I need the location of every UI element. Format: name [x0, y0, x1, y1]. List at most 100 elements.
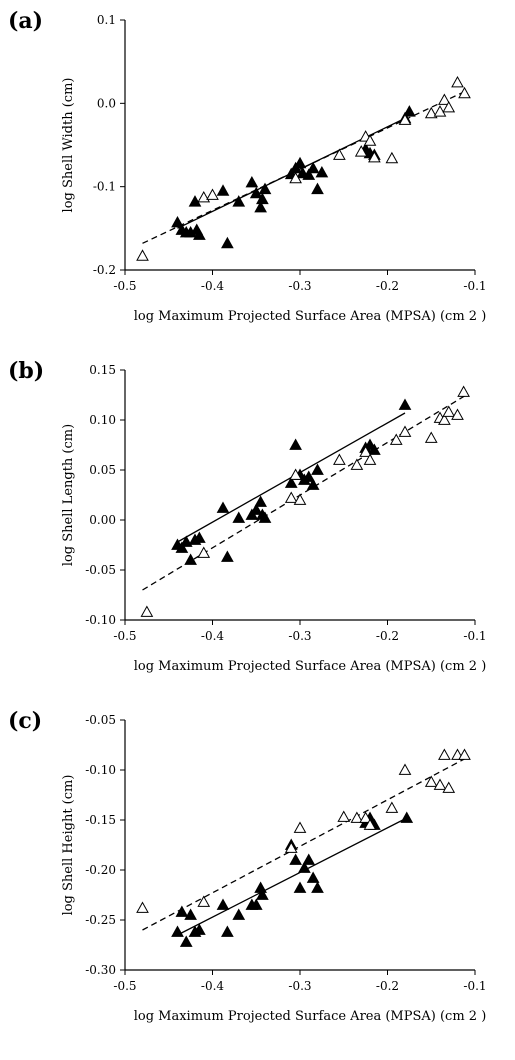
filled-triangle-point [368, 443, 381, 455]
open-triangle-point [197, 546, 211, 558]
open-triangle-point [389, 433, 403, 445]
filled-triangle-point [179, 935, 193, 947]
panel-c: (c) -0.5 -0.4 -0.3 -0.2 -0.1 -0.30 -0.25 -0.20-… [0, 700, 515, 1030]
filled-triangle-point [184, 908, 197, 920]
open-triangle-point [457, 385, 470, 397]
panel-b: (b) -0.5 -0.4 -0.3 -0.2 -0.1 -0.10 -0.05 0.00 0.… [0, 350, 515, 680]
open-triangle-point [359, 445, 372, 457]
filled-triangle-point [216, 898, 230, 910]
filled-triangle-point [258, 182, 272, 195]
y-tick-label: -0.2 [93, 263, 116, 277]
open-triangle-point [424, 775, 438, 787]
open-triangle-point [442, 781, 456, 793]
x-tick-label: -0.2 [376, 629, 399, 643]
filled-triangle-point [284, 476, 298, 488]
open-triangle-point [289, 468, 302, 480]
open-triangle-point [337, 810, 351, 822]
filled-triangle-point [249, 503, 263, 515]
filled-triangle-point [232, 195, 246, 207]
filled-triangle-point [315, 165, 329, 178]
filled-triangle-point [175, 905, 189, 917]
y-tick-label: 0.10 [89, 413, 116, 427]
open-triangle-point [398, 113, 412, 125]
open-triangle-point [451, 75, 464, 88]
filled-triangle-point [245, 175, 259, 188]
y-tick-label: 0.05 [89, 463, 116, 477]
x-tick-label: -0.5 [113, 979, 136, 993]
y-tick-label: 0.0 [97, 96, 116, 110]
open-triangle-point [197, 190, 211, 203]
x-tick-label: -0.4 [201, 979, 225, 993]
filled-triangle-point [398, 398, 412, 410]
open-triangle-point [424, 431, 438, 443]
scatter-chart-a: -0.5 -0.4 -0.3 -0.2 -0.1 -0.2 -0.1 0.0 0.1 log Ma… [61, 13, 487, 324]
panel-label: (b) [8, 358, 45, 384]
filled-triangle-point [293, 881, 307, 893]
solid-fit-line [177, 817, 408, 936]
filled-triangle-point [289, 438, 302, 450]
open-triangle-point [438, 93, 451, 105]
y-tick-label: -0.15 [85, 813, 116, 827]
open-triangle-point [350, 811, 364, 823]
filled-triangle-point [232, 511, 246, 523]
y-tick-label: -0.10 [85, 613, 116, 627]
y-tick-label: 0.00 [89, 513, 116, 527]
filled-triangle-point [179, 535, 193, 547]
x-axis-label: log Maximum Projected Surface Area (MPSA… [134, 309, 487, 324]
x-tick-label: -0.5 [113, 629, 136, 643]
open-triangle-point [289, 171, 302, 184]
open-triangle-point [136, 249, 149, 261]
y-tick-label: -0.05 [85, 713, 116, 727]
x-tick-label: -0.2 [376, 979, 399, 993]
filled-triangle-point [188, 195, 202, 207]
filled-triangle-point [171, 215, 184, 228]
open-triangle-point [442, 100, 456, 113]
filled-triangle-point [184, 553, 197, 565]
filled-triangle-point [221, 550, 234, 562]
x-tick-label: -0.1 [463, 629, 486, 643]
open-triangle-point [433, 778, 447, 790]
filled-triangle-point [256, 888, 269, 900]
x-tick-label: -0.1 [463, 279, 486, 293]
open-triangle-point [284, 841, 298, 853]
open-triangle-point [385, 151, 399, 164]
open-triangle-point [140, 605, 154, 617]
y-tick-label: -0.20 [85, 863, 116, 877]
filled-triangle-point [311, 463, 324, 475]
x-tick-label: -0.3 [288, 979, 311, 993]
filled-triangle-point [193, 923, 206, 935]
filled-triangle-point [249, 186, 263, 199]
filled-triangle-point [249, 898, 263, 910]
filled-triangle-point [254, 495, 267, 507]
open-triangle-point [398, 763, 412, 775]
open-triangle-point [442, 405, 456, 417]
scatter-chart-b: -0.5 -0.4 -0.3 -0.2 -0.1 -0.10 -0.05 0.00 0.05 0.… [61, 363, 487, 674]
filled-triangle-point [216, 184, 230, 196]
filled-triangle-point [254, 881, 267, 893]
x-tick-label: -0.3 [288, 629, 311, 643]
open-triangle-point [458, 748, 471, 760]
open-triangle-point [363, 453, 377, 465]
open-triangle-point [206, 188, 219, 200]
filled-triangle-point [289, 853, 302, 865]
filled-triangle-point [221, 236, 234, 249]
open-triangle-point [433, 105, 447, 117]
filled-triangle-point [216, 501, 230, 513]
open-triangle-point [424, 106, 438, 119]
open-triangle-point [333, 453, 346, 465]
open-triangle-point [293, 821, 307, 833]
x-tick-label: -0.4 [201, 629, 225, 643]
filled-triangle-point [400, 811, 414, 823]
open-triangle-point [363, 818, 377, 830]
y-tick-label: -0.30 [85, 963, 116, 977]
panel-a: (a) -0.5 -0.4 -0.3 -0.2 -0.1 -0.2 -0.1 0.0 0.1 lo… [0, 0, 515, 330]
y-tick-label: 0.1 [97, 13, 116, 27]
y-tick-label: -0.10 [85, 763, 116, 777]
x-axis-label: log Maximum Projected Surface Area (MPSA… [134, 659, 487, 674]
x-tick-label: -0.3 [288, 279, 311, 293]
filled-triangle-point [403, 105, 416, 117]
open-triangle-point [333, 148, 346, 160]
filled-triangle-point [306, 161, 320, 174]
panel-label: (c) [8, 708, 43, 734]
y-axis-label: log Shell Height (cm) [61, 775, 76, 916]
